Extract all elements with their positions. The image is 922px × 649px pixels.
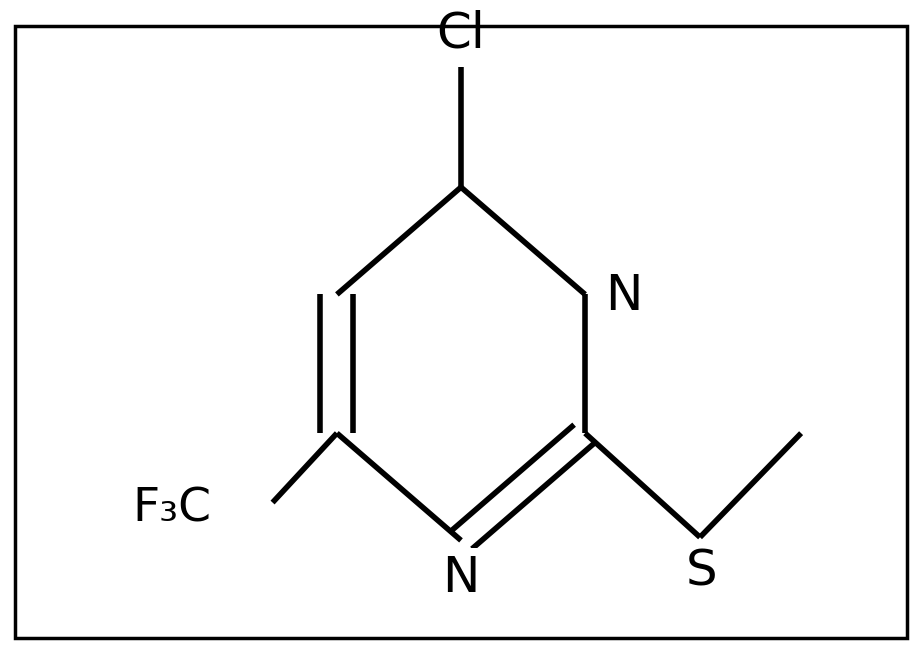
Text: N: N [443, 554, 479, 602]
Text: N: N [606, 272, 643, 320]
Text: S: S [686, 548, 717, 596]
Text: Cl: Cl [436, 10, 486, 58]
Text: F₃C: F₃C [132, 486, 211, 532]
